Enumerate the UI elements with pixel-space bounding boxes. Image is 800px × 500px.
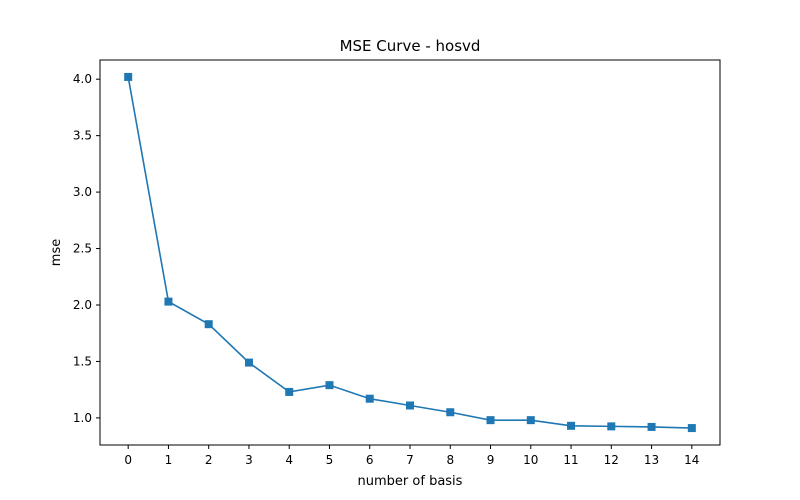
- plot-area-frame: [99, 59, 721, 446]
- data-point-marker: [526, 416, 535, 425]
- data-point-marker: [687, 424, 696, 433]
- y-tick-label: 4.0: [73, 72, 92, 86]
- x-tick-label: 8: [446, 453, 454, 467]
- data-point-marker: [486, 416, 495, 425]
- x-tick-label: 10: [523, 453, 538, 467]
- x-tick-label: 11: [563, 453, 578, 467]
- data-point-marker: [365, 394, 374, 403]
- x-tick-label: 0: [124, 453, 132, 467]
- data-point-marker: [446, 408, 455, 417]
- x-tick-label: 13: [644, 453, 659, 467]
- data-point-marker: [124, 72, 133, 81]
- x-axis-label: number of basis: [358, 474, 463, 489]
- y-tick-label: 1.5: [73, 354, 92, 368]
- data-point-marker: [244, 358, 253, 367]
- x-tick-label: 5: [326, 453, 334, 467]
- data-point-marker: [567, 421, 576, 430]
- chart-title: MSE Curve - hosvd: [340, 37, 481, 55]
- x-tick-label: 4: [285, 453, 293, 467]
- x-tick-label: 3: [245, 453, 253, 467]
- x-tick-label: 1: [165, 453, 173, 467]
- data-point-marker: [164, 297, 173, 306]
- y-tick-label: 2.5: [73, 242, 92, 256]
- x-axis-ticks: 0 1 2 3 4 5 6 7 8 9 10 11 12 13 14: [124, 445, 699, 467]
- y-tick-label: 3.5: [73, 129, 92, 143]
- data-point-marker: [647, 422, 656, 431]
- x-tick-label: 12: [604, 453, 619, 467]
- y-tick-label: 2.0: [73, 298, 92, 312]
- series-layer: [124, 72, 696, 433]
- x-tick-label: 9: [487, 453, 495, 467]
- data-point-marker: [607, 422, 616, 431]
- y-tick-label: 3.0: [73, 185, 92, 199]
- data-point-marker: [204, 320, 213, 329]
- x-tick-label: 2: [205, 453, 213, 467]
- data-point-marker: [406, 401, 414, 410]
- data-point-marker: [285, 387, 294, 396]
- data-point-marker: [325, 381, 334, 390]
- y-axis-label: mse: [49, 239, 64, 266]
- y-axis-ticks: 1.0 1.5 2.0 2.5 3.0 3.5 4.0: [73, 72, 100, 425]
- y-tick-label: 1.0: [73, 411, 92, 425]
- x-tick-label: 7: [406, 453, 414, 467]
- x-tick-label: 14: [684, 453, 699, 467]
- x-tick-label: 6: [366, 453, 374, 467]
